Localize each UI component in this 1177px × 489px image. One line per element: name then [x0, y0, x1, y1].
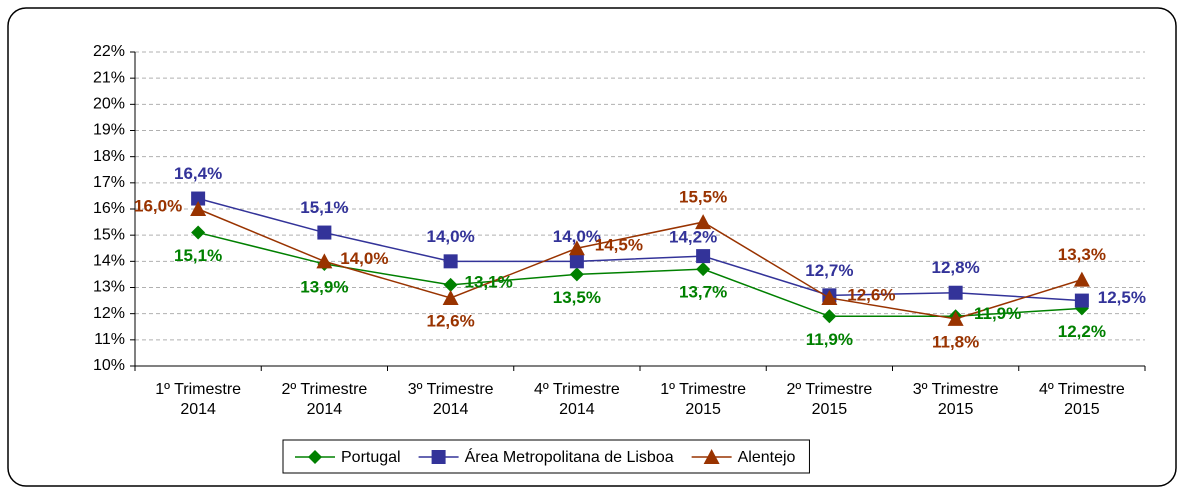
marker — [947, 310, 964, 326]
value-label: 11,9% — [974, 304, 1021, 323]
legend-label: Alentejo — [738, 449, 796, 466]
x-tick-label: 2015 — [1064, 401, 1100, 418]
x-tick-label: 2014 — [180, 401, 216, 418]
marker — [316, 253, 333, 269]
marker — [317, 225, 332, 240]
y-tick-label: 17% — [93, 174, 125, 191]
x-tick-label: 2014 — [307, 401, 343, 418]
y-tick-label: 14% — [93, 253, 125, 270]
value-label: 11,8% — [932, 332, 979, 351]
value-label: 16,0% — [134, 196, 182, 215]
value-label: 14,2% — [669, 228, 717, 247]
y-tick-label: 20% — [93, 96, 125, 113]
marker — [696, 249, 711, 264]
y-tick-label: 10% — [93, 357, 125, 374]
y-tick-label: 22% — [93, 43, 125, 60]
y-tick-label: 11% — [94, 331, 125, 348]
marker — [569, 254, 584, 269]
legend-marker — [703, 449, 720, 464]
series-line — [197, 208, 1083, 320]
value-label: 13,5% — [553, 288, 601, 307]
marker — [190, 201, 207, 216]
y-tick-label: 15% — [93, 226, 125, 243]
y-tick-label: 21% — [93, 69, 125, 86]
value-label: 12,2% — [1058, 322, 1106, 341]
marker — [191, 225, 206, 240]
marker — [191, 191, 206, 206]
value-label: 12,6% — [847, 285, 895, 304]
value-label: 12,5% — [1098, 288, 1146, 307]
x-tick-label: 2º Trimestre — [786, 381, 872, 398]
marker — [1074, 293, 1089, 308]
value-label: 14,0% — [553, 227, 601, 246]
y-tick-label: 18% — [93, 148, 125, 165]
legend-label: Área Metropolitana de Lisboa — [465, 447, 674, 466]
x-tick-label: 1º Trimestre — [660, 381, 746, 398]
x-tick-label: 2014 — [559, 401, 595, 418]
value-label: 16,4% — [174, 164, 222, 183]
y-tick-label: 12% — [93, 305, 125, 322]
marker — [443, 277, 458, 292]
marker — [695, 214, 712, 230]
legend: Portugal Área Metropolitana de Lisboa Alen… — [282, 439, 810, 474]
x-tick-label: 3º Trimestre — [408, 381, 494, 398]
x-tick-label: 2º Trimestre — [281, 381, 367, 398]
legend-marker — [308, 450, 322, 464]
series-line — [197, 197, 1082, 302]
marker — [569, 267, 584, 282]
marker — [1073, 271, 1090, 287]
value-label: 14,5% — [595, 236, 643, 255]
x-tick-label: 2015 — [938, 401, 974, 418]
x-tick-label: 4º Trimestre — [534, 381, 620, 398]
value-label: 13,1% — [465, 272, 513, 291]
marker — [568, 240, 585, 256]
x-tick-label: 2015 — [685, 401, 721, 418]
value-label: 12,7% — [805, 261, 853, 280]
legend-label: Portugal — [341, 449, 401, 466]
y-tick-label: 16% — [93, 200, 125, 217]
marker — [821, 289, 838, 305]
value-label: 15,1% — [174, 246, 222, 265]
x-tick-label: 4º Trimestre — [1039, 381, 1125, 398]
value-label: 14,0% — [427, 227, 475, 246]
x-tick-label: 2015 — [812, 401, 848, 418]
y-tick-label: 13% — [93, 279, 125, 296]
value-label: 13,7% — [679, 283, 727, 302]
legend-marker — [431, 450, 446, 464]
marker — [822, 309, 837, 324]
value-label: 12,8% — [932, 258, 980, 277]
value-label: 12,6% — [427, 311, 475, 330]
value-label: 13,9% — [300, 277, 348, 296]
marker — [442, 289, 459, 305]
value-label: 13,3% — [1058, 245, 1106, 264]
marker — [443, 254, 458, 269]
marker — [696, 262, 711, 277]
x-tick-label: 2014 — [433, 401, 469, 418]
value-label: 15,1% — [300, 198, 348, 217]
x-tick-label: 3º Trimestre — [913, 381, 999, 398]
value-label: 14,0% — [340, 249, 388, 268]
marker — [948, 285, 963, 300]
x-tick-label: 1º Trimestre — [155, 381, 241, 398]
value-label: 11,9% — [806, 330, 853, 349]
value-label: 15,5% — [679, 188, 727, 207]
y-tick-label: 19% — [93, 122, 125, 139]
